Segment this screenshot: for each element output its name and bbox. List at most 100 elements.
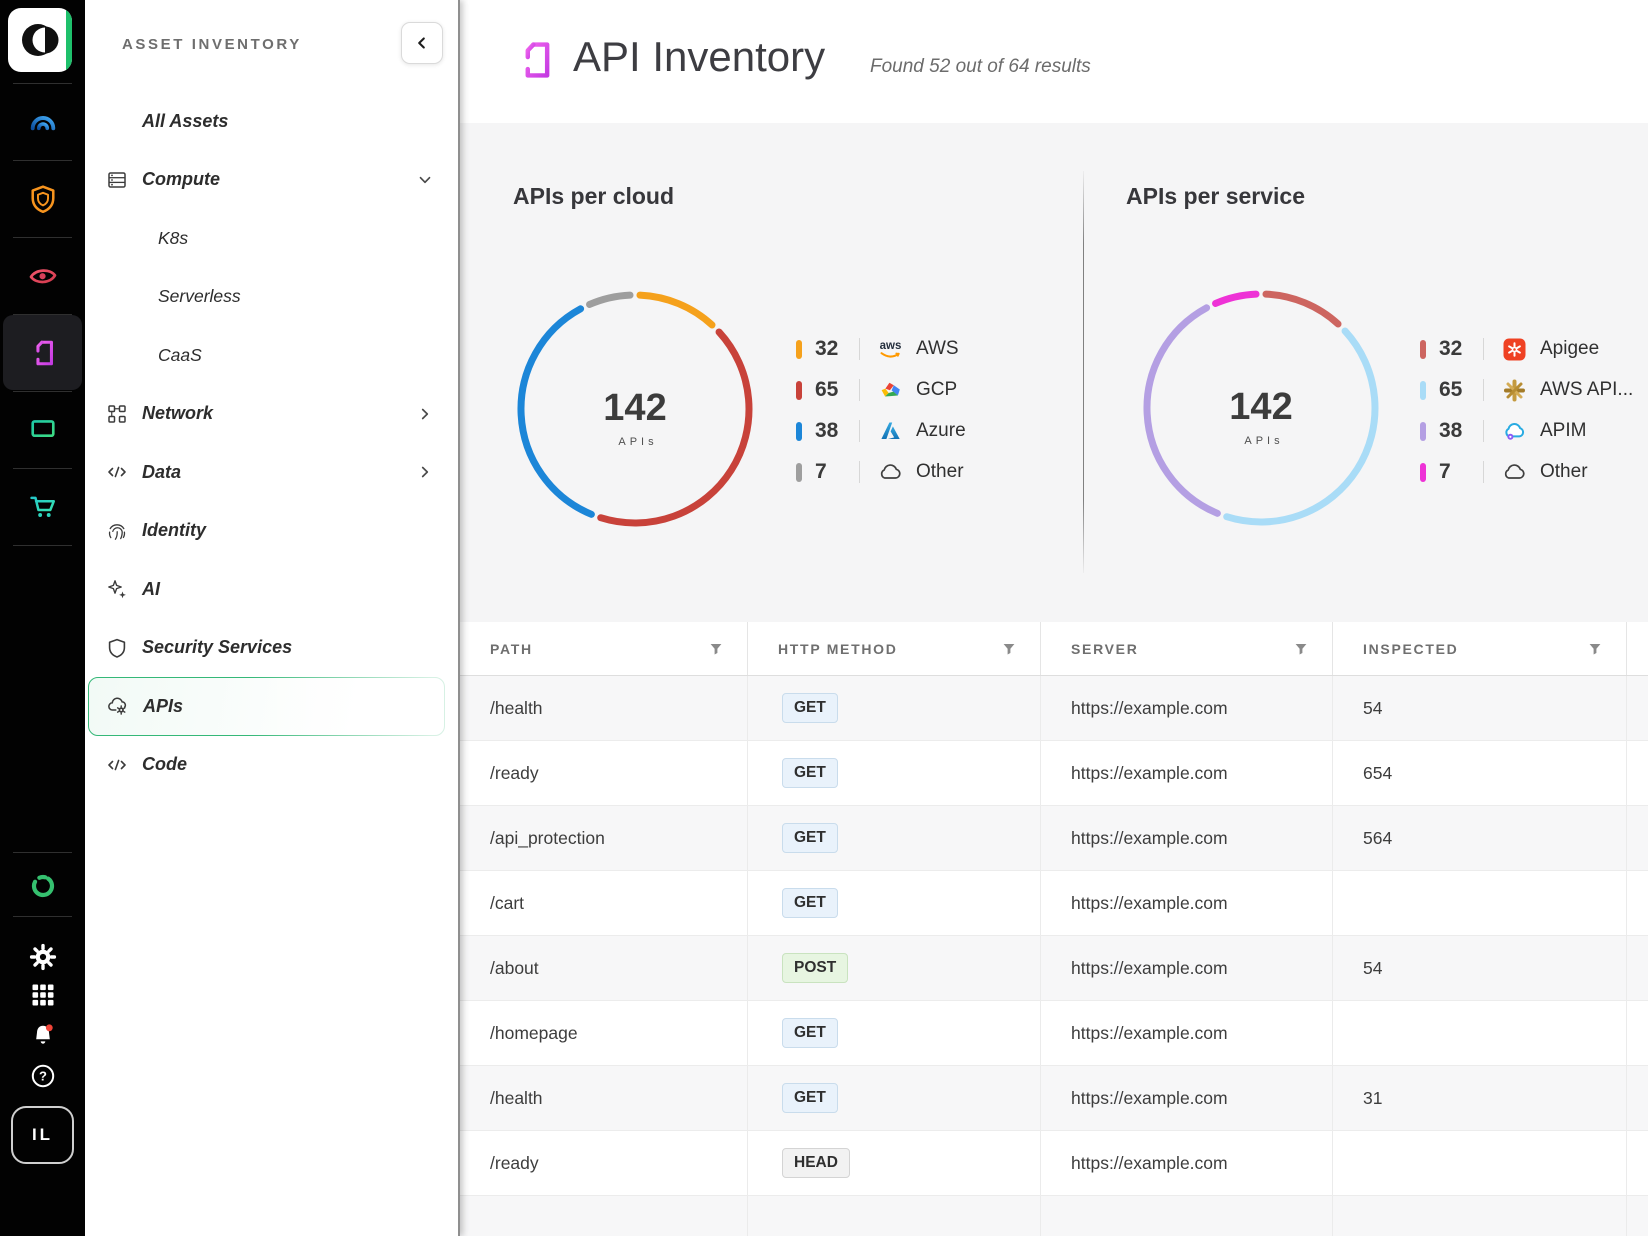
legend-value: 38 xyxy=(1439,419,1483,443)
cell-inspected: 31 xyxy=(1333,1066,1627,1130)
sidebar-item-security-services[interactable]: Security Services xyxy=(85,619,458,678)
donut-segment-other xyxy=(1216,294,1256,303)
cell-path: /ready xyxy=(460,741,748,805)
cell-extra xyxy=(1627,871,1648,935)
table-row[interactable]: /healthGEThttps://example.com31 xyxy=(460,1066,1648,1131)
sidebar-item-network[interactable]: Network xyxy=(85,385,458,444)
cell-path: /ready xyxy=(460,1131,748,1195)
rail-item-cart[interactable] xyxy=(0,469,85,544)
donut-center-label: APIs xyxy=(1244,435,1283,447)
rail-item-bell[interactable] xyxy=(0,1015,85,1055)
table-row[interactable]: /cartGEThttps://example.com xyxy=(460,871,1648,936)
rail-item-horizon-arc[interactable] xyxy=(0,84,85,159)
legend-row-aws: 32awsAWS xyxy=(796,334,966,364)
sidebar-item-ai[interactable]: AI xyxy=(85,560,458,619)
rail-separator xyxy=(13,852,72,853)
fingerprint-icon xyxy=(106,520,128,542)
sidebar-collapse-button[interactable] xyxy=(401,22,443,64)
cell-extra xyxy=(1627,741,1648,805)
column-header-label: PATH xyxy=(490,641,533,657)
cell-http-method: GET xyxy=(748,676,1041,740)
table-row[interactable]: /homepageGEThttps://example.com xyxy=(460,1001,1648,1066)
charts-panel: APIs per cloud 142APIs 32awsAWS65GCP38Az… xyxy=(460,123,1648,622)
chevron-right-icon[interactable] xyxy=(417,406,433,422)
table-row[interactable]: /readyGEThttps://example.com654 xyxy=(460,741,1648,806)
column-header-label: HTTP METHOD xyxy=(778,641,898,657)
cell-server: https://example.com xyxy=(1041,806,1333,870)
rail-item-ring[interactable] xyxy=(0,858,85,914)
chart-title: APIs per service xyxy=(1126,183,1305,210)
table-row[interactable]: /api_protectionGEThttps://example.com564 xyxy=(460,806,1648,871)
method-badge: HEAD xyxy=(782,1148,850,1178)
rail-item-shield-orange[interactable] xyxy=(0,161,85,236)
legend-label: GCP xyxy=(916,379,957,401)
filter-icon[interactable] xyxy=(709,642,723,656)
sidebar-item-k8s[interactable]: K8s xyxy=(85,209,458,268)
icon-placeholder xyxy=(105,109,129,133)
legend-divider xyxy=(1483,379,1484,401)
main-content: API Inventory Found 52 out of 64 results… xyxy=(460,0,1648,1236)
table-row[interactable]: /readyHEADhttps://example.com xyxy=(460,1131,1648,1196)
sidebar-item-caas[interactable]: CaaS xyxy=(85,326,458,385)
donut-chart-service: 142APIs xyxy=(1141,288,1381,528)
filter-icon[interactable] xyxy=(1294,642,1308,656)
sidebar-item-data[interactable]: Data xyxy=(85,443,458,502)
chevron-down-icon[interactable] xyxy=(417,172,433,188)
cloud-outline-icon xyxy=(877,459,904,486)
table-body: /healthGEThttps://example.com54/readyGET… xyxy=(460,676,1648,1236)
sidebar-item-apis[interactable]: APIs xyxy=(88,677,445,736)
rail-item-eye[interactable] xyxy=(0,238,85,313)
cell-http-method: HEAD xyxy=(748,1131,1041,1195)
user-avatar[interactable]: IL xyxy=(11,1106,74,1164)
legend-row-apigee: 32Apigee xyxy=(1420,334,1633,364)
cell-server: https://example.com xyxy=(1041,741,1333,805)
cell-inspected xyxy=(1333,1131,1627,1195)
filter-icon[interactable] xyxy=(1002,642,1016,656)
filter-icon[interactable] xyxy=(1588,642,1602,656)
sidebar-item-all-assets[interactable]: All Assets xyxy=(85,92,458,151)
sidebar-item-identity[interactable]: Identity xyxy=(85,502,458,561)
cell-http-method: GET xyxy=(748,1001,1041,1065)
app-logo[interactable] xyxy=(8,8,72,72)
table-row[interactable]: /healthGEThttps://example.com54 xyxy=(460,676,1648,741)
donut-segment-aws xyxy=(640,295,712,325)
legend-label: Azure xyxy=(916,420,966,442)
legend-swatch xyxy=(1420,340,1426,359)
table-row[interactable]: /aboutPOSThttps://example.com54 xyxy=(460,936,1648,1001)
sidebar-item-compute[interactable]: Compute xyxy=(85,151,458,210)
shield-icon xyxy=(106,637,128,659)
cell-extra xyxy=(1627,1131,1648,1195)
sparkles-icon xyxy=(105,577,129,601)
sidebar-item-code[interactable]: Code xyxy=(85,736,458,795)
rail-item-grid[interactable] xyxy=(0,976,85,1014)
legend-swatch xyxy=(796,463,802,482)
cell-path: /cart xyxy=(460,871,748,935)
rail-item-monitor[interactable] xyxy=(0,392,85,467)
donut-svg: 142APIs xyxy=(515,289,755,529)
sidebar-title: ASSET INVENTORY xyxy=(122,36,302,53)
sidebar-item-serverless[interactable]: Serverless xyxy=(85,268,458,327)
cell-inspected: 564 xyxy=(1333,806,1627,870)
legend-label: APIM xyxy=(1540,420,1586,442)
table-header-row: PATHHTTP METHODSERVERINSPECTED xyxy=(460,622,1648,676)
cell-server: https://example.com xyxy=(1041,871,1333,935)
legend-label: Other xyxy=(916,461,964,483)
rail-item-api-doc[interactable] xyxy=(3,315,82,390)
legend-value: 7 xyxy=(815,460,859,484)
cell-extra xyxy=(1627,936,1648,1000)
donut-svg: 142APIs xyxy=(1141,288,1381,528)
rail-item-gear[interactable] xyxy=(0,938,85,976)
api-doc-icon xyxy=(27,337,59,369)
method-badge: GET xyxy=(782,1083,838,1113)
rail-item-help[interactable]: ? xyxy=(0,1056,85,1096)
cell-inspected: 654 xyxy=(1333,741,1627,805)
chevron-right-icon[interactable] xyxy=(417,464,433,480)
azure-logo xyxy=(877,418,904,445)
cell-empty xyxy=(1041,1196,1333,1236)
cell-http-method: GET xyxy=(748,741,1041,805)
chevron-left-icon xyxy=(414,35,430,51)
cell-inspected xyxy=(1333,871,1627,935)
sidebar-item-label: Compute xyxy=(142,169,220,190)
code-icon xyxy=(106,461,128,483)
legend-value: 65 xyxy=(1439,378,1483,402)
